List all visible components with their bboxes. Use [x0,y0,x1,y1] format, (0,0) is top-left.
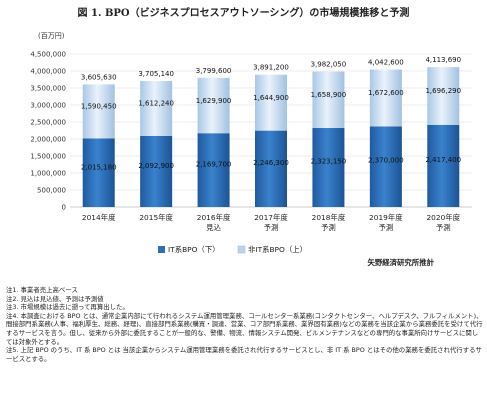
x-tick-label: 見込 [206,223,221,232]
y-tick-label: 4,500,000 [30,51,66,59]
bar-non-it-bpo [197,77,230,134]
x-tick-label: 予測 [264,223,279,232]
data-label-total: 3,982,050 [311,61,347,69]
chart-title: 図 1. BPO（ビジネスプロセスアウトソーシング）の市場規模推移と予測 [77,8,410,19]
data-label-it-bpo: 2,092,900 [138,162,174,170]
y-tick-label: 3,500,000 [30,85,66,93]
bar-non-it-bpo [427,67,460,125]
y-tick-label: 3,000,000 [30,102,66,110]
x-tick-label: 2014年度 [82,213,116,222]
data-label-it-bpo: 2,246,300 [253,159,289,167]
data-label-non-it-bpo: 1,644,900 [253,94,289,102]
data-label-it-bpo: 2,417,400 [425,156,461,164]
y-tick-label: 2,500,000 [30,119,66,127]
note-1: 注1. 事業者売上高ベース [6,286,78,294]
data-label-total: 3,605,630 [81,73,117,81]
data-label-non-it-bpo: 1,658,900 [311,91,347,99]
data-label-non-it-bpo: 1,696,290 [425,87,461,95]
bar-non-it-bpo [140,81,173,136]
data-label-it-bpo: 2,370,000 [368,157,404,165]
bar-it-bpo [255,130,287,207]
data-label-total: 3,799,600 [196,67,232,75]
legend-swatch-it-bpo [158,246,165,253]
x-tick-label: 2015年度 [139,213,173,222]
data-label-total: 4,042,600 [368,59,404,67]
x-tick-label: 予測 [378,223,393,232]
x-tick-label: 予測 [321,223,336,232]
data-label-it-bpo: 2,323,150 [311,158,347,166]
x-tick-label: 2018年度 [312,213,346,222]
bar-it-bpo [312,128,345,207]
x-tick-label: 2020年度 [426,213,460,222]
y-tick-label: 2,000,000 [30,136,66,144]
bar-chart: (百万円) 0 500,000 1,000,000 1,500,000 2,000,000… [30,32,472,267]
legend-swatch-non-it-bpo [237,245,246,254]
legend-label-it-bpo: IT系BPO（下） [168,245,220,254]
bar-it-bpo [140,135,173,207]
data-label-non-it-bpo: 1,612,240 [138,100,174,108]
bar-it-bpo [197,133,230,207]
x-tick-label: 予測 [436,223,451,232]
bar-it-bpo [369,126,402,207]
bar-it-bpo [82,138,115,207]
y-tick-label: 1,500,000 [30,153,66,161]
x-tick-label: 2017年度 [254,213,288,222]
y-tick-label: 500,000 [37,187,66,195]
note-2: 注2. 見込は見込値、予測は予測値 [6,294,104,303]
data-label-total: 3,891,200 [253,64,289,72]
y-tick-label: 1,000,000 [30,170,66,178]
data-label-non-it-bpo: 1,629,900 [196,97,232,105]
data-label-it-bpo: 2,169,700 [196,160,232,168]
bar-non-it-bpo [312,71,345,129]
legend-label-non-it-bpo: 非IT系BPO（上） [248,245,307,254]
note-3: 注3. 市場規模は過去に遡って再算出した。 [6,303,129,312]
source-label: 矢野経済研究所推計 [366,258,434,267]
x-tick-label: 2016年度 [197,213,231,222]
notes-section: 注1. 事業者売上高ベース 注2. 見込は見込値、予測は予測値 注3. 市場規模… [6,286,484,363]
bar-non-it-bpo [255,74,287,131]
note-5: 注5. 上記 BPO のうち、IT 系 BPO とは 当該企業からシステム運用管… [6,346,482,363]
data-label-total: 3,705,140 [138,70,174,78]
data-label-non-it-bpo: 1,672,600 [368,89,404,97]
data-label-non-it-bpo: 1,590,450 [81,103,117,111]
bar-non-it-bpo [82,84,115,139]
bar-non-it-bpo [369,69,402,127]
y-tick-label: 4,000,000 [30,68,66,76]
x-tick-label: 2019年度 [369,213,403,222]
y-tick-label: 0 [62,204,66,212]
data-label-it-bpo: 2,015,180 [81,163,117,171]
y-unit-label: (百万円) [38,32,65,40]
data-label-total: 4,113,690 [425,56,461,64]
note-4: 注4. 本調査における BPO とは、通常企業内部にて行われるシステム運用管理業… [6,311,483,346]
bar-it-bpo [427,124,460,207]
